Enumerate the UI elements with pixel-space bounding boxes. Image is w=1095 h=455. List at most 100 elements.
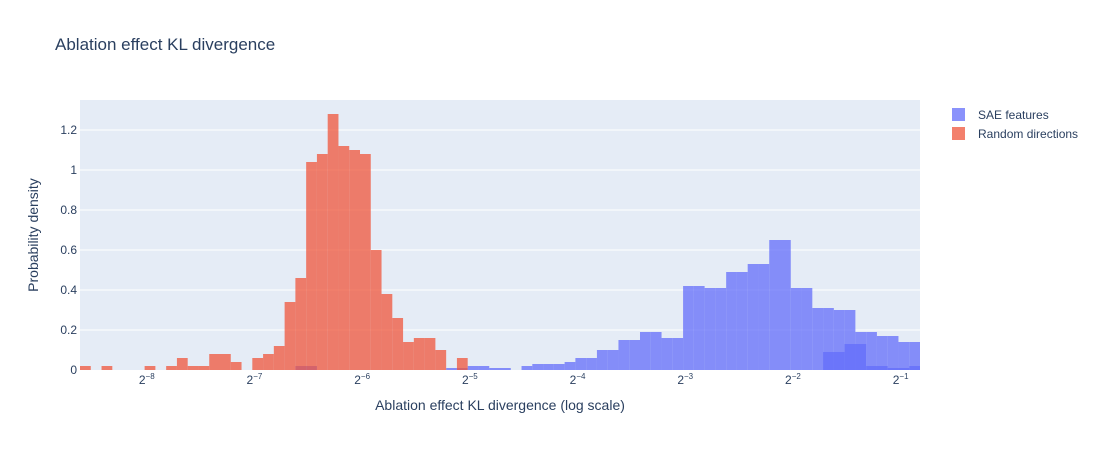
legend-label-sae: SAE features [978,108,1049,122]
x-tick-label: 2−7 [247,372,263,387]
bar-random-directions [413,338,425,370]
bar-random-directions [381,294,393,370]
x-tick-label: 2−1 [893,372,909,387]
bar-random-directions [263,354,274,370]
x-axis-title: Ablation effect KL divergence (log scale… [375,397,625,413]
bar-sae-features [844,344,867,370]
bar-random-directions [424,338,436,370]
bar-sae-features [618,340,630,370]
y-tick-label: 1 [70,163,77,177]
bar-sae-features [640,332,651,370]
bar-random-directions [273,346,285,370]
bar-sae-features [801,288,813,370]
bar-sae-features [844,310,856,370]
x-tick-label: 2−2 [785,372,801,387]
bar-sae-features [823,308,834,370]
bar-random-directions [198,366,210,370]
legend-label-random: Random directions [978,127,1078,141]
bar-sae-features [866,366,888,370]
x-axis-ticks: 2−8 2−7 2−6 2−5 2−4 2−3 2−2 2−1 [139,372,909,387]
bar-sae-features [489,368,500,370]
bar-sae-features [790,288,802,370]
y-tick-label: 0.6 [60,243,77,257]
bar-sae-features [736,272,748,370]
bar-random-directions [456,358,468,370]
x-tick-label: 2−4 [570,372,586,387]
legend-item-sae-features[interactable]: SAE features [952,108,1049,122]
bar-sae-features [726,272,737,370]
bar-random-directions [80,366,91,370]
bar-sae-features [661,338,673,370]
bar-sae-features [769,240,780,370]
bar-random-directions [284,302,296,370]
bars [80,114,920,370]
bar-sae-features [596,350,608,370]
bar-random-directions [295,278,307,370]
y-axis-title: Probability density [25,178,41,292]
y-tick-label: 0 [70,363,77,377]
x-tick-label: 2−8 [139,372,155,387]
bar-sae-features [833,310,845,370]
x-tick-label: 2−5 [462,372,478,387]
y-axis-ticks: 0 0.2 0.4 0.6 0.8 1 1.2 [60,123,77,377]
bar-sae-features [715,288,727,370]
bar-random-directions [392,318,404,370]
bar-sae-features [704,288,716,370]
bar-sae-features [887,336,899,370]
bar-sae-features [575,358,587,370]
x-tick-label: 2−6 [354,372,370,387]
bar-random-directions [187,366,199,370]
bar-sae-features [812,308,824,370]
y-tick-label: 0.8 [60,203,77,217]
legend-swatch-sae [952,108,965,121]
bar-sae-features [747,264,759,370]
bar-sae-features [683,286,694,370]
bar-sae-features [650,332,662,370]
bar-sae-features [672,338,684,370]
bar-sae-features [887,368,910,370]
bar-random-directions [349,150,360,370]
bar-sae-features [532,364,544,370]
bar-random-directions [338,146,350,370]
bar-sae-features [564,362,576,370]
bar-sae-features [446,368,457,370]
bar-random-directions [435,350,447,370]
legend-item-random-directions[interactable]: Random directions [952,127,1078,141]
bar-random-directions [370,250,382,370]
bar-sae-features [876,336,888,370]
bar-random-directions [230,362,242,370]
bar-sae-features [553,364,565,370]
bar-sae-features [478,366,490,370]
bar-random-directions [316,154,328,370]
bar-random-directions [252,358,264,370]
bar-sae-features [780,240,791,370]
bar-random-directions [220,354,231,370]
legend: SAE features Random directions [952,108,1078,141]
legend-swatch-random [952,127,965,140]
bar-sae-features [909,342,920,370]
bar-sae-features [607,350,619,370]
bar-random-directions [403,342,414,370]
y-tick-label: 0.4 [60,283,77,297]
bar-random-directions [101,366,113,370]
bar-sae-features [543,364,554,370]
y-tick-label: 1.2 [60,123,77,137]
bar-sae-features [898,342,910,370]
bar-random-directions [327,114,339,370]
bar-sae-features [500,368,511,370]
bar-random-directions [209,354,220,370]
bar-random-directions [306,162,317,370]
bar-random-directions [360,154,371,370]
bar-sae-features [467,366,479,370]
bar-sae-features [629,340,640,370]
bar-sae-features [866,332,877,370]
bar-sae-features [758,264,770,370]
bar-sae-features [693,286,705,370]
bar-sae-features [586,358,597,370]
bar-random-directions [144,366,156,370]
x-tick-label: 2−3 [677,372,693,387]
y-tick-label: 0.2 [60,323,77,337]
bar-random-directions [166,366,177,370]
bar-random-directions [176,358,188,370]
